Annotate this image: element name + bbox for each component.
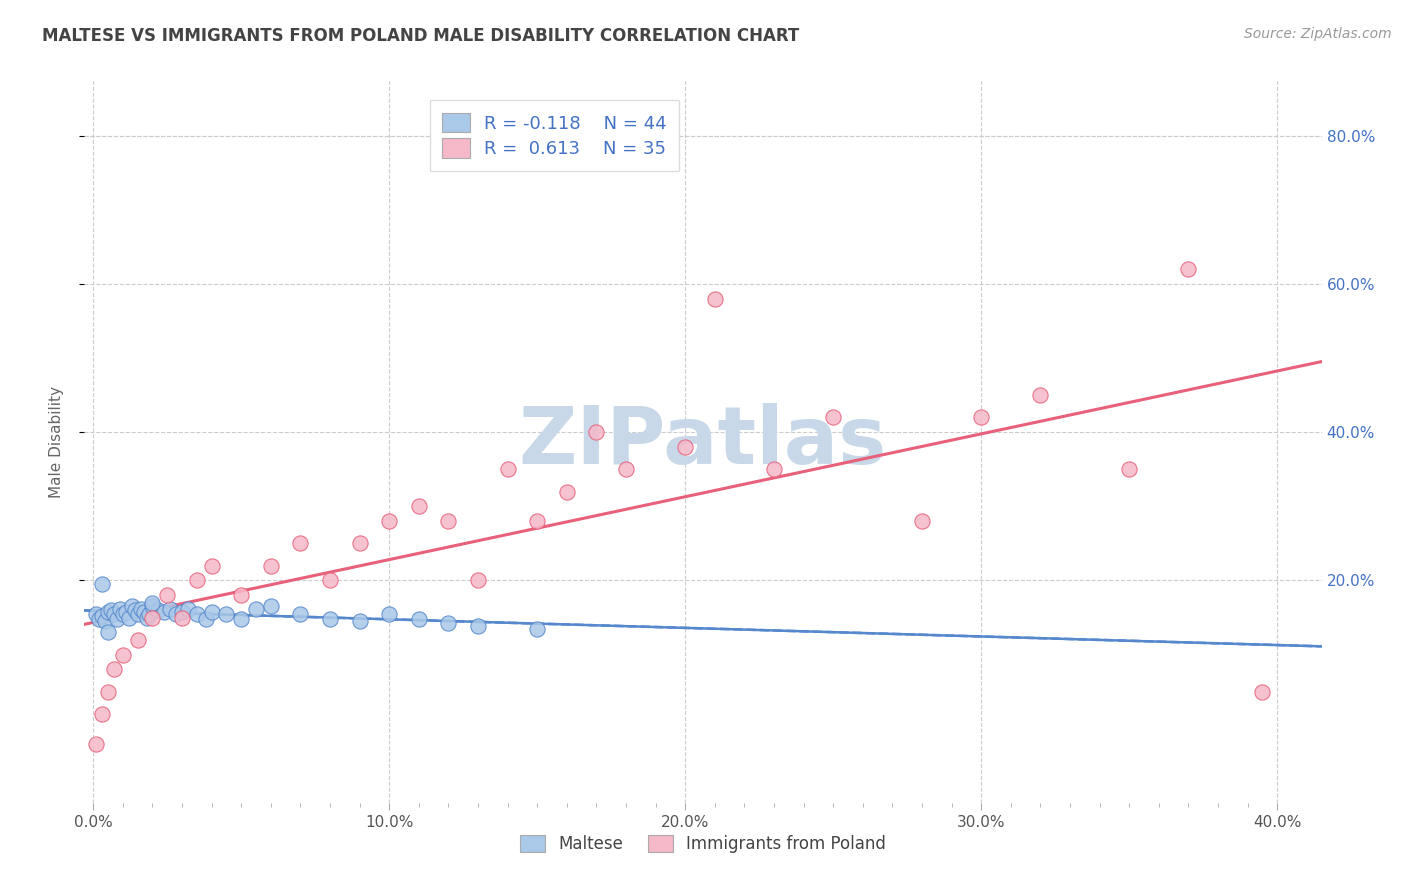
Point: [970, 410, 993, 425]
Point: [290, 607, 312, 621]
Point: [496, 462, 519, 476]
Point: [170, 610, 193, 624]
Point: [148, 603, 170, 617]
Point: [89, 612, 111, 626]
Point: [467, 574, 489, 588]
Point: [555, 484, 578, 499]
Text: MALTESE VS IMMIGRANTS FROM POLAND MALE DISABILITY CORRELATION CHART: MALTESE VS IMMIGRANTS FROM POLAND MALE D…: [42, 27, 800, 45]
Point: [118, 610, 141, 624]
Point: [165, 607, 187, 621]
Legend: Maltese, Immigrants from Poland: Maltese, Immigrants from Poland: [513, 828, 893, 860]
Point: [141, 610, 163, 624]
Point: [437, 616, 460, 631]
Point: [349, 536, 371, 550]
Point: [153, 605, 176, 619]
Point: [103, 662, 125, 676]
Point: [763, 462, 786, 476]
Point: [84, 737, 107, 751]
Point: [91, 609, 114, 624]
Point: [141, 599, 163, 614]
Point: [1118, 462, 1140, 476]
Point: [703, 292, 725, 306]
Point: [177, 601, 200, 615]
Point: [170, 605, 193, 619]
Point: [84, 607, 107, 621]
Point: [159, 601, 181, 615]
Point: [97, 605, 120, 619]
Point: [823, 410, 845, 425]
Point: [408, 612, 430, 626]
Point: [349, 614, 371, 628]
Point: [1029, 388, 1052, 402]
Point: [91, 577, 114, 591]
Point: [141, 596, 163, 610]
Point: [97, 625, 120, 640]
Point: [1251, 684, 1274, 698]
Point: [186, 607, 208, 621]
Text: Source: ZipAtlas.com: Source: ZipAtlas.com: [1244, 27, 1392, 41]
Point: [245, 601, 267, 615]
Point: [100, 603, 122, 617]
Point: [138, 607, 160, 621]
Point: [111, 607, 134, 621]
Point: [201, 558, 224, 573]
Point: [186, 574, 208, 588]
Point: [215, 607, 238, 621]
Point: [526, 514, 548, 528]
Point: [408, 500, 430, 514]
Point: [526, 622, 548, 636]
Point: [378, 514, 401, 528]
Point: [231, 588, 253, 602]
Point: [127, 632, 149, 647]
Point: [103, 607, 125, 621]
Point: [135, 610, 157, 624]
Point: [129, 601, 152, 615]
Point: [260, 599, 283, 614]
Point: [378, 607, 401, 621]
Point: [94, 614, 117, 628]
Point: [1177, 262, 1199, 277]
Point: [108, 601, 131, 615]
Point: [467, 619, 489, 633]
Point: [260, 558, 283, 573]
Point: [614, 462, 637, 476]
Point: [111, 648, 134, 662]
Point: [231, 612, 253, 626]
Point: [201, 605, 224, 619]
Point: [437, 514, 460, 528]
Point: [114, 605, 136, 619]
Text: ZIPatlas: ZIPatlas: [519, 402, 887, 481]
Point: [290, 536, 312, 550]
Point: [194, 612, 217, 626]
Y-axis label: Male Disability: Male Disability: [49, 385, 63, 498]
Point: [132, 605, 155, 619]
Point: [127, 607, 149, 621]
Point: [319, 574, 342, 588]
Point: [319, 612, 342, 626]
Point: [585, 425, 607, 440]
Point: [911, 514, 934, 528]
Point: [105, 612, 128, 626]
Point: [121, 599, 143, 614]
Point: [673, 440, 696, 454]
Point: [124, 603, 146, 617]
Point: [97, 684, 120, 698]
Point: [156, 588, 179, 602]
Point: [91, 706, 114, 721]
